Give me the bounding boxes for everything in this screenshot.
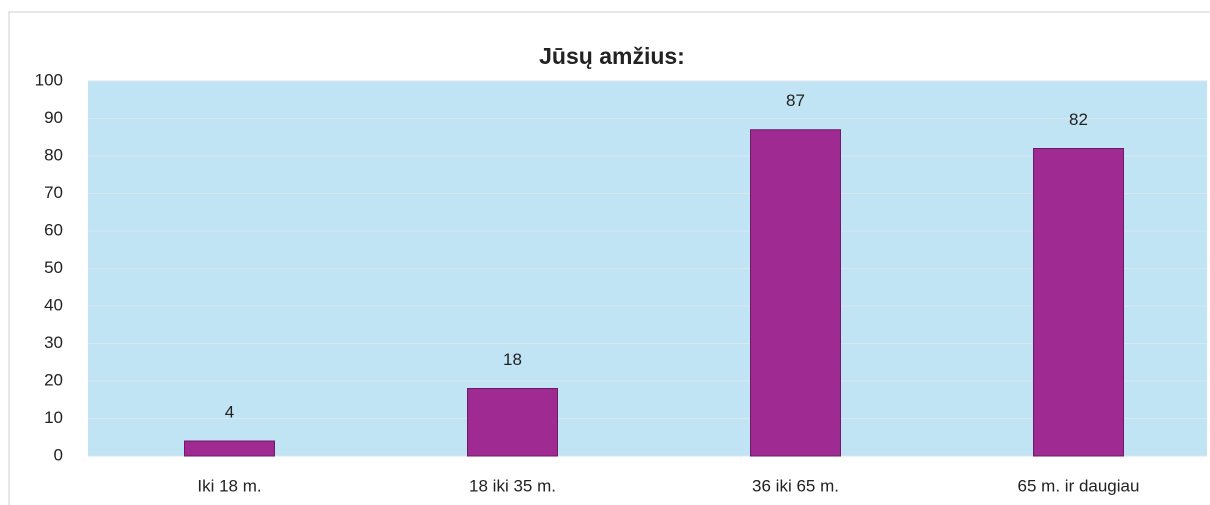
y-tick-label: 60 <box>44 220 63 239</box>
data-label: 87 <box>786 91 805 110</box>
x-tick-label: 18 iki 35 m. <box>469 476 556 495</box>
y-tick-label: 0 <box>54 445 63 464</box>
data-label: 4 <box>225 402 234 421</box>
y-tick-label: 30 <box>44 333 63 352</box>
y-tick-label: 90 <box>44 108 63 127</box>
y-tick-label: 50 <box>44 258 63 277</box>
bar <box>184 440 275 457</box>
x-tick-label: 65 m. ir daugiau <box>1018 476 1140 495</box>
y-tick-label: 70 <box>44 183 63 202</box>
y-tick-label: 80 <box>44 145 63 164</box>
chart-border <box>8 11 1210 505</box>
bar <box>467 388 558 457</box>
chart-title: Jūsų amžius: <box>539 43 685 69</box>
y-tick-label: 40 <box>44 295 63 314</box>
x-tick-label: 36 iki 65 m. <box>752 476 839 495</box>
y-tick-label: 100 <box>35 70 63 89</box>
data-label: 82 <box>1069 110 1088 129</box>
bar <box>1033 148 1124 457</box>
bar <box>750 129 841 457</box>
y-tick-label: 10 <box>44 408 63 427</box>
y-tick-label: 20 <box>44 370 63 389</box>
data-label: 18 <box>503 350 522 369</box>
x-tick-label: Iki 18 m. <box>197 476 261 495</box>
